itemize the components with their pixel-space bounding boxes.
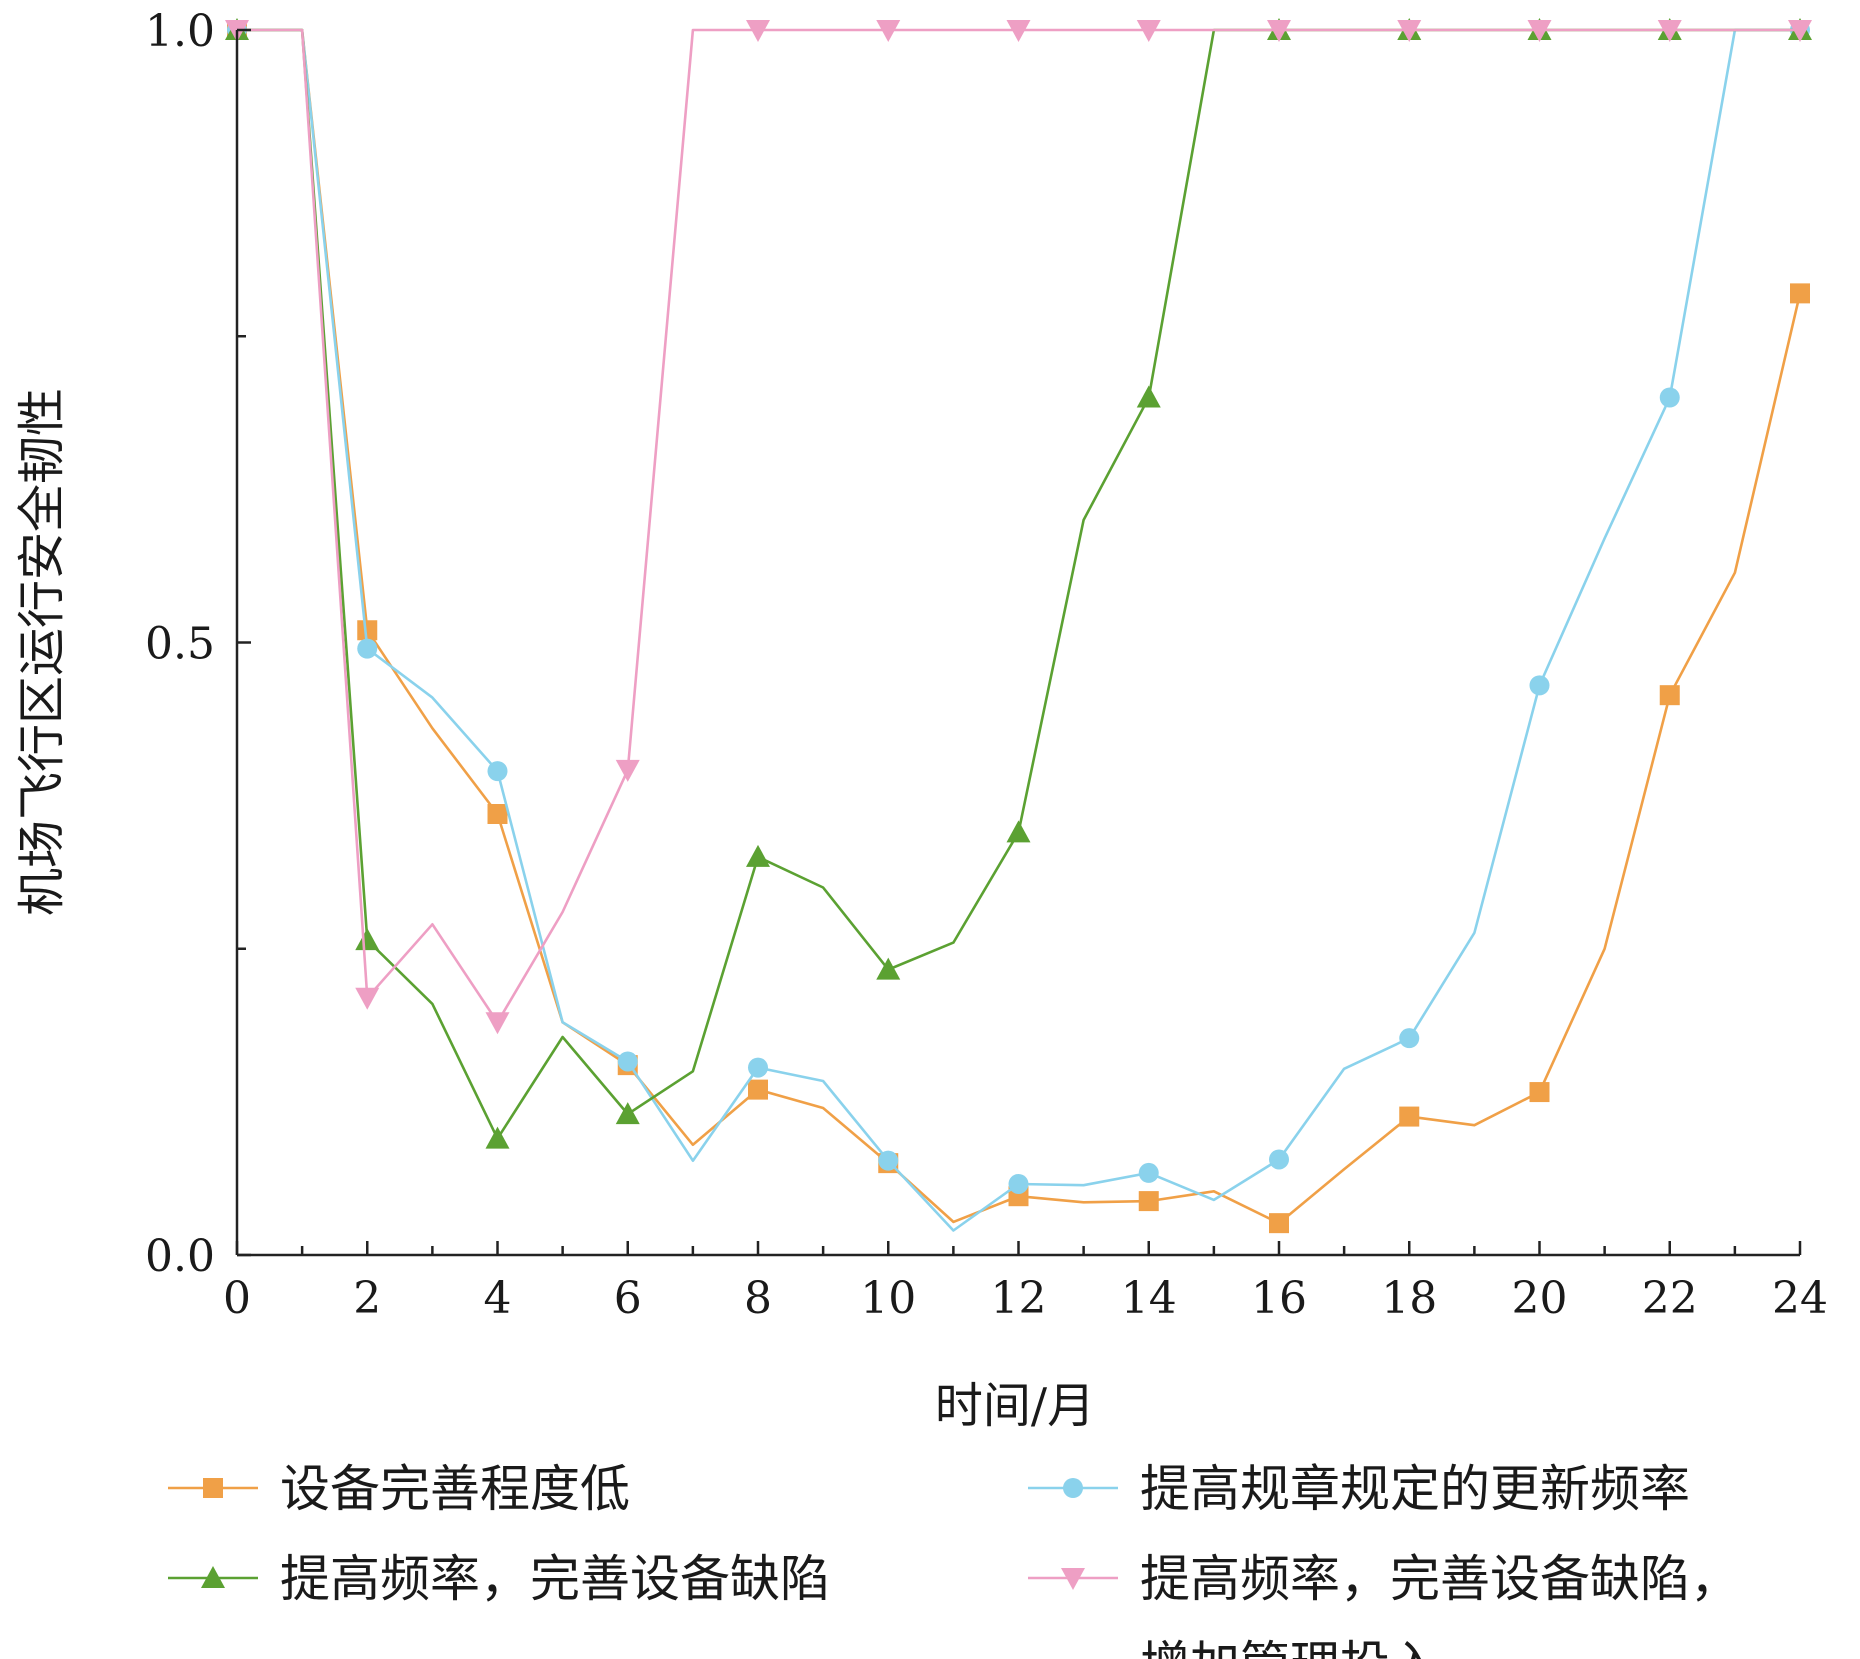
series-2 (227, 20, 1810, 1232)
series-4-line (237, 28, 1800, 1024)
x-tick-label: 14 (1121, 1273, 1177, 1324)
series-1-point (357, 620, 378, 641)
legend-label: 提高频率，完善设备缺陷， (1140, 1550, 1740, 1608)
x-tick-label: 24 (1772, 1273, 1828, 1324)
series-2-point (1269, 1149, 1289, 1170)
series-1 (227, 20, 1810, 1234)
series-1-point (1659, 685, 1680, 706)
legend-label: 设备完善程度低 (280, 1460, 630, 1518)
x-tick-label: 4 (484, 1273, 512, 1324)
series-1-point (1399, 1106, 1420, 1127)
series-layer (225, 18, 1812, 1234)
series-1-point (1269, 1213, 1289, 1234)
series-2-point (1399, 1028, 1420, 1049)
x-tick-label: 22 (1642, 1273, 1698, 1324)
series-2-point (1138, 1162, 1159, 1183)
legend-label: 提高频率，完善设备缺陷 (280, 1550, 830, 1608)
series-3-point (615, 1102, 640, 1125)
series-3-point (746, 844, 770, 867)
y-tick-label: 0.5 (145, 619, 215, 670)
series-4-point (1657, 20, 1682, 42)
series-4-point (1788, 20, 1812, 42)
x-axis-title: 时间/月 (935, 1378, 1095, 1434)
series-4-point (1006, 20, 1031, 42)
series-2-point (487, 761, 508, 782)
series-4-point (615, 759, 640, 782)
legend-item-1: 设备完善程度低 (168, 1460, 630, 1518)
series-3 (225, 18, 1812, 1149)
series-4-point (1267, 20, 1291, 42)
x-tick-label: 20 (1512, 1273, 1568, 1324)
series-4-point (1527, 20, 1552, 42)
series-4-point (1136, 20, 1161, 42)
series-2-point (1008, 1173, 1029, 1194)
legend-swatch-marker (1063, 1478, 1083, 1498)
series-3-point (1006, 820, 1031, 843)
series-3-point (876, 957, 901, 980)
legend-label: 增加管理投入 (1140, 1636, 1440, 1659)
y-tick-label: 1.0 (145, 6, 215, 57)
series-4-point (876, 20, 901, 42)
series-2-line (237, 28, 1800, 1232)
series-3-point (485, 1126, 510, 1149)
series-1-point (1138, 1191, 1159, 1212)
series-4-point (746, 20, 770, 42)
series-1-point (1529, 1082, 1550, 1103)
x-tick-label: 0 (223, 1273, 251, 1324)
series-4-point (355, 987, 380, 1010)
series-1-point (748, 1079, 768, 1100)
series-2-point (1659, 387, 1680, 408)
series-1-point (1790, 283, 1810, 304)
series-1-point (487, 804, 508, 824)
x-tick-label: 12 (991, 1273, 1047, 1324)
series-3-point (355, 928, 380, 951)
x-tick-label: 6 (614, 1273, 642, 1324)
legend-item-4: 提高频率，完善设备缺陷， 增加管理投入 (1028, 1550, 1740, 1659)
x-tick-label: 8 (744, 1273, 772, 1324)
legend-item-3: 提高频率，完善设备缺陷 (168, 1550, 830, 1608)
legend-swatch-marker (203, 1478, 223, 1498)
x-tick-label: 18 (1381, 1273, 1437, 1324)
x-tick-label: 10 (860, 1273, 916, 1324)
legend-label: 提高规章规定的更新频率 (1140, 1460, 1690, 1518)
legend-item-2: 提高规章规定的更新频率 (1028, 1460, 1690, 1518)
series-2-point (748, 1057, 768, 1078)
series-2-point (878, 1150, 899, 1171)
series-2-point (357, 638, 378, 659)
y-tick-label: 0.0 (145, 1231, 215, 1282)
x-tick-label: 16 (1251, 1273, 1307, 1324)
x-tick-label: 2 (353, 1273, 381, 1324)
y-axis-title: 机场飞行区运行安全韧性 (14, 388, 70, 916)
series-4-point (485, 1012, 510, 1035)
axes-layer: 0 2 4 6 8 10 12 14 16 18 20 22 240.00.51.0 (145, 6, 1828, 1324)
legend-swatch-marker (1061, 1568, 1085, 1590)
legend-swatch-marker (201, 1566, 225, 1588)
series-3-point (1136, 385, 1161, 408)
series-2-point (617, 1051, 638, 1072)
series-3-line (237, 28, 1800, 1140)
series-4 (225, 20, 1812, 1035)
series-4-point (1397, 20, 1422, 42)
series-2-point (1529, 675, 1550, 696)
